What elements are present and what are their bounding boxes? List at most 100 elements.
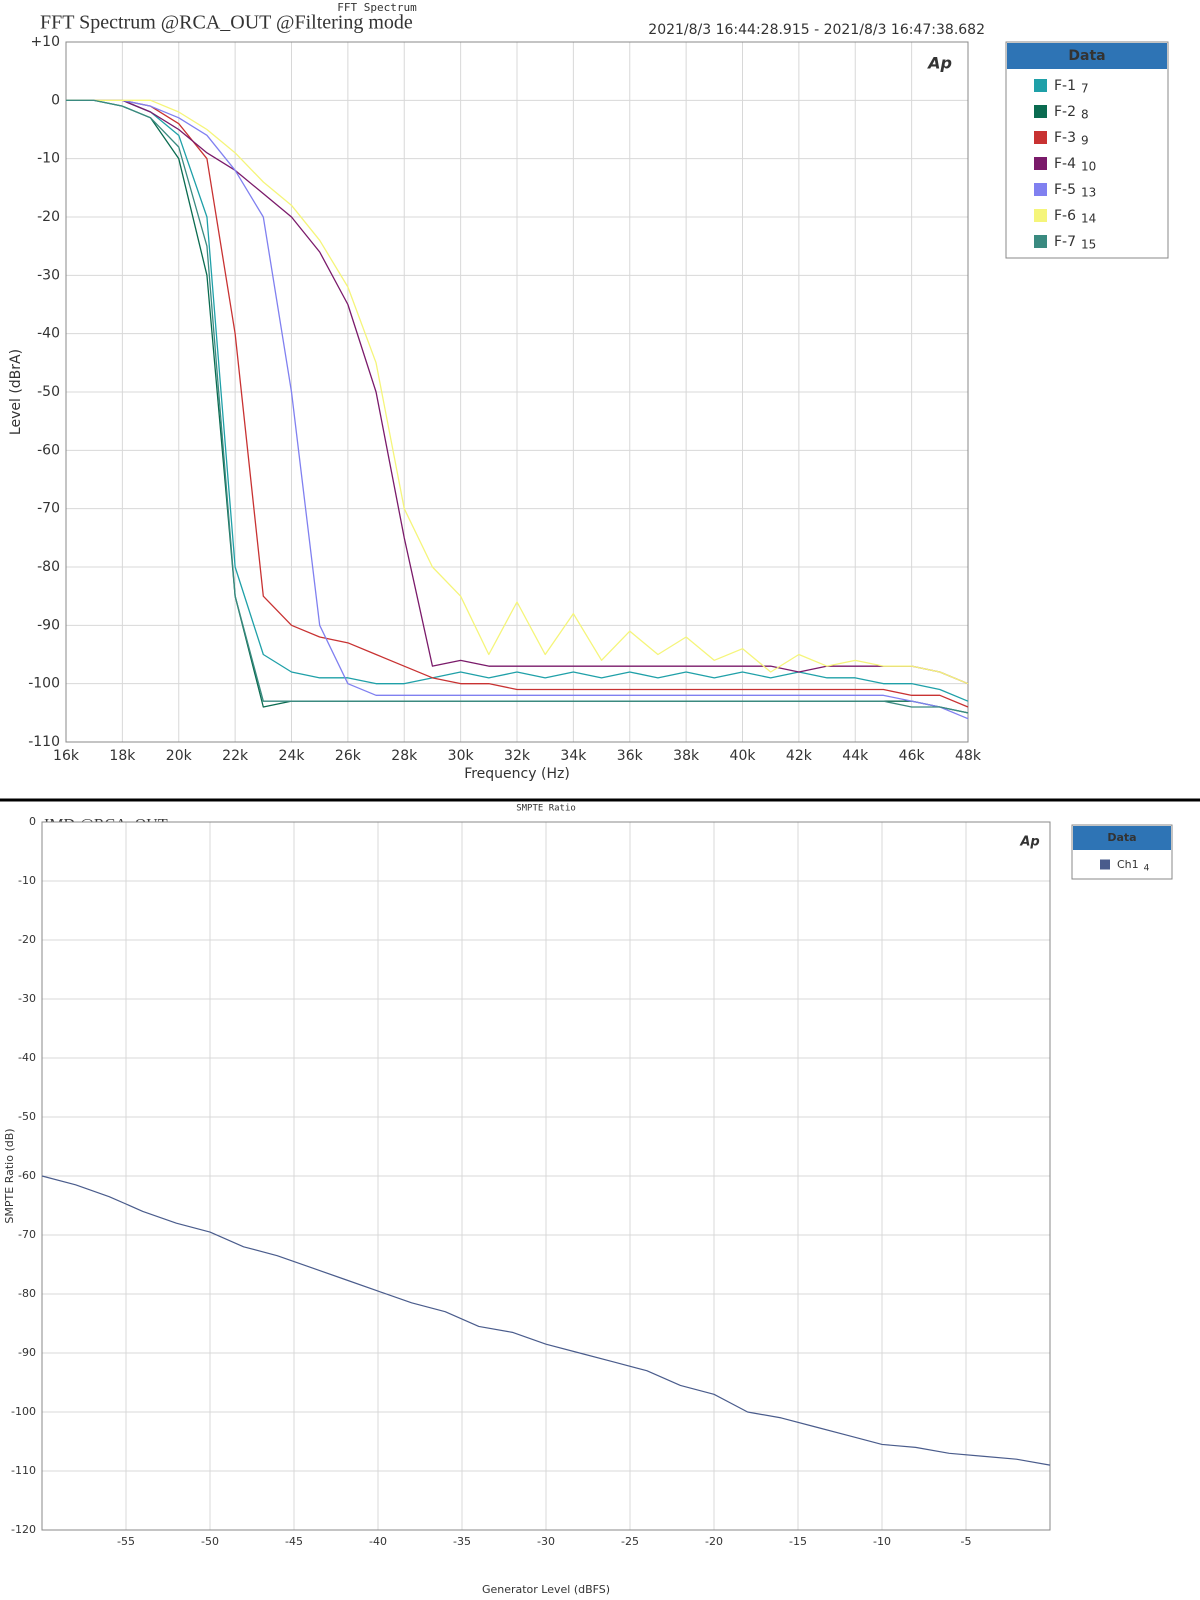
- x-tick-label: 16k: [53, 748, 80, 764]
- x-tick-label: 34k: [560, 748, 587, 764]
- x-tick-label: 44k: [842, 748, 869, 764]
- x-tick-label: 30k: [448, 748, 475, 764]
- legend-id: 9: [1081, 134, 1089, 148]
- series-line: [41, 1175, 1051, 1466]
- series-line: [66, 99, 969, 685]
- y-tick-label: -100: [11, 1405, 36, 1418]
- legend-label: F-4: [1054, 156, 1076, 172]
- legend-id: 7: [1081, 82, 1089, 96]
- legend-label: F-2: [1054, 104, 1076, 120]
- y-tick-label: -110: [11, 1464, 36, 1477]
- x-tick-label: -40: [369, 1535, 387, 1548]
- y-tick-label: -80: [37, 559, 60, 575]
- y-tick-label: -70: [37, 501, 60, 517]
- legend-id: 8: [1081, 108, 1089, 122]
- x-tick-label: -30: [537, 1535, 555, 1548]
- legend-swatch: [1034, 157, 1047, 170]
- legend-title: Data: [1068, 48, 1105, 64]
- legend-label: F-7: [1054, 234, 1076, 250]
- y-tick-label: -50: [18, 1110, 36, 1123]
- y-tick-label: -110: [28, 734, 60, 750]
- legend-id: 13: [1081, 186, 1096, 200]
- x-tick-label: -35: [453, 1535, 471, 1548]
- y-tick-label: -40: [18, 1051, 36, 1064]
- x-tick-label: 46k: [899, 748, 926, 764]
- series-line: [66, 99, 969, 720]
- x-tick-label: -45: [285, 1535, 303, 1548]
- y-tick-label: -10: [37, 151, 60, 167]
- y-tick-label: -90: [18, 1346, 36, 1359]
- plot-border: [65, 41, 969, 743]
- legend-swatch: [1034, 235, 1047, 248]
- y-tick-label: -20: [37, 209, 60, 225]
- series-line: [66, 99, 969, 685]
- legend-header: [1007, 43, 1167, 69]
- legend-swatch: [1034, 105, 1047, 118]
- x-tick-label: 40k: [730, 748, 757, 764]
- legend-box: [1005, 41, 1169, 259]
- y-tick-label: -100: [28, 676, 60, 692]
- legend-label: F-1: [1054, 78, 1076, 94]
- x-tick-label: -15: [789, 1535, 807, 1548]
- x-tick-label: 18k: [109, 748, 136, 764]
- legend-swatch: [1034, 131, 1047, 144]
- top-title: SMPTE Ratio: [516, 804, 576, 814]
- x-tick-label: -50: [201, 1535, 219, 1548]
- y-tick-label: -50: [37, 384, 60, 400]
- legend-id: 10: [1081, 160, 1096, 174]
- legend-header: [1073, 826, 1171, 850]
- legend-swatch: [1100, 859, 1110, 870]
- x-tick-label: 28k: [391, 748, 418, 764]
- y-tick-label: -40: [37, 326, 60, 342]
- y-tick-label: -120: [11, 1523, 36, 1536]
- y-tick-label: +10: [30, 34, 60, 50]
- x-tick-label: -10: [873, 1535, 891, 1548]
- x-tick-label: 48k: [955, 748, 982, 764]
- y-axis-label: SMPTE Ratio (dB): [3, 1128, 16, 1223]
- logo: Ap: [1019, 835, 1039, 850]
- legend-label: F-3: [1054, 130, 1076, 146]
- x-tick-label: 36k: [617, 748, 644, 764]
- series-line: [66, 99, 969, 708]
- x-tick-label: -25: [621, 1535, 639, 1548]
- x-tick-label: 20k: [166, 748, 193, 764]
- x-tick-label: 24k: [279, 748, 306, 764]
- y-axis-label: Level (dBrA): [8, 349, 24, 435]
- x-tick-label: 22k: [222, 748, 249, 764]
- x-tick-label: -55: [117, 1535, 135, 1548]
- y-tick-label: -10: [18, 874, 36, 887]
- legend-swatch: [1034, 209, 1047, 222]
- x-tick-label: 32k: [504, 748, 531, 764]
- logo: Ap: [926, 54, 952, 73]
- y-tick-label: -90: [37, 617, 60, 633]
- x-tick-label: 26k: [335, 748, 362, 764]
- legend-label: F-6: [1054, 208, 1076, 224]
- legend-id: 14: [1081, 212, 1096, 226]
- timestamp: 2021/8/3 16:44:28.915 - 2021/8/3 16:47:3…: [648, 22, 985, 38]
- chart-title: FFT Spectrum @RCA_OUT @Filtering mode: [40, 12, 413, 34]
- y-tick-label: -20: [18, 933, 36, 946]
- x-tick-label: 42k: [786, 748, 813, 764]
- y-tick-label: 0: [51, 92, 60, 108]
- x-tick-label: 38k: [673, 748, 700, 764]
- x-axis-label: Generator Level (dBFS): [482, 1583, 610, 1596]
- legend-id: 4: [1144, 864, 1150, 874]
- x-axis-label: Frequency (Hz): [464, 766, 570, 782]
- y-tick-label: 0: [29, 815, 36, 828]
- legend-title: Data: [1107, 831, 1136, 844]
- legend-swatch: [1034, 79, 1047, 92]
- x-tick-label: -5: [961, 1535, 972, 1548]
- legend-label: F-5: [1054, 182, 1076, 198]
- top-title: FFT Spectrum: [337, 1, 417, 14]
- legend-label: Ch1: [1117, 858, 1139, 871]
- y-tick-label: -60: [18, 1169, 36, 1182]
- y-tick-label: -30: [37, 267, 60, 283]
- legend-swatch: [1034, 183, 1047, 196]
- legend-id: 15: [1081, 238, 1096, 252]
- series-line: [66, 99, 969, 714]
- y-tick-label: -60: [37, 442, 60, 458]
- y-tick-label: -30: [18, 992, 36, 1005]
- x-tick-label: -20: [705, 1535, 723, 1548]
- series-line: [66, 99, 969, 702]
